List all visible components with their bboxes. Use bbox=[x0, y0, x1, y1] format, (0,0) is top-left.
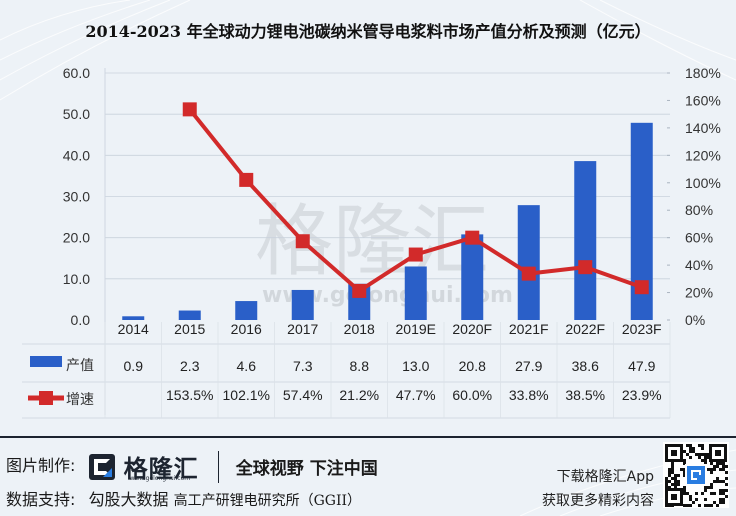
growth-marker[interactable] bbox=[634, 280, 649, 295]
table-cell: 2.3 bbox=[180, 358, 200, 374]
download-app-text: 下载格隆汇App bbox=[556, 469, 654, 485]
more-content-text: 获取更多精彩内容 bbox=[542, 493, 654, 509]
category-label: 2020F bbox=[452, 321, 492, 337]
footer-credit-row: 图片制作: 格隆汇 www.gelonghui.com 全球视野 下注中国 bbox=[6, 449, 378, 484]
table-cell: 47.9 bbox=[628, 358, 655, 374]
made-by-label: 图片制作: bbox=[6, 456, 76, 475]
table-cell: 38.5% bbox=[565, 387, 605, 403]
left-axis-tick: 50.0 bbox=[63, 106, 90, 122]
growth-marker[interactable] bbox=[239, 172, 254, 187]
table-cell: 33.8% bbox=[509, 387, 549, 403]
growth-marker[interactable] bbox=[408, 247, 423, 262]
left-axis-tick: 40.0 bbox=[63, 147, 90, 163]
category-label: 2019E bbox=[396, 321, 436, 337]
right-axis-tick: 0% bbox=[685, 312, 705, 328]
legend-bar-swatch-icon bbox=[30, 356, 62, 367]
table-cell: 21.2% bbox=[339, 387, 379, 403]
legend-label-growth: 增速 bbox=[66, 392, 94, 408]
bar-2020F[interactable] bbox=[461, 234, 484, 320]
right-axis-tick: 180% bbox=[685, 65, 721, 81]
bar-2015[interactable] bbox=[178, 310, 201, 320]
right-axis-tick: 100% bbox=[685, 175, 721, 191]
left-axis-tick: 60.0 bbox=[63, 65, 90, 81]
growth-marker[interactable] bbox=[295, 234, 310, 249]
slogan: 全球视野 下注中国 bbox=[235, 459, 378, 479]
category-label: 2018 bbox=[344, 321, 375, 337]
bar-2021F[interactable] bbox=[517, 205, 540, 320]
chart-title: 2014-2023 年全球动力锂电池碳纳米管导电浆料市场产值分析及预测（亿元） bbox=[85, 22, 651, 41]
bar-2019E[interactable] bbox=[404, 266, 427, 320]
left-axis-tick: 10.0 bbox=[63, 271, 90, 287]
category-label: 2021F bbox=[509, 321, 549, 337]
table-cell: 102.1% bbox=[223, 387, 270, 403]
right-axis-tick: 20% bbox=[685, 285, 713, 301]
brand-url: www.gelonghui.com bbox=[129, 475, 191, 482]
data-support-label: 数据支持: bbox=[6, 490, 76, 509]
category-label: 2023F bbox=[622, 321, 662, 337]
footer-source-row: 数据支持: 勾股大数据 高工产研锂电研究所（GGII） bbox=[6, 486, 361, 510]
right-axis-tick: 40% bbox=[685, 257, 713, 273]
legend-marker-icon bbox=[39, 391, 53, 405]
table-cell: 8.8 bbox=[350, 358, 370, 374]
right-axis-tick: 60% bbox=[685, 230, 713, 246]
category-label: 2017 bbox=[287, 321, 318, 337]
table-cell: 47.7% bbox=[396, 387, 436, 403]
table-cell: 57.4% bbox=[283, 387, 323, 403]
growth-marker[interactable] bbox=[352, 283, 367, 298]
data-source-1: 勾股大数据 bbox=[88, 490, 169, 509]
table-cell: 13.0 bbox=[402, 358, 429, 374]
table-cell: 0.9 bbox=[124, 358, 144, 374]
table-cell: 27.9 bbox=[515, 358, 542, 374]
category-label: 2022F bbox=[565, 321, 605, 337]
bar-2023F[interactable] bbox=[630, 122, 653, 320]
brand-name: 格隆汇 www.gelonghui.com bbox=[123, 455, 199, 483]
watermark-text: 格隆汇 bbox=[255, 197, 489, 287]
right-axis-tick: 120% bbox=[685, 147, 721, 163]
gelonghui-logo-icon bbox=[88, 453, 115, 480]
right-axis-tick: 80% bbox=[685, 202, 713, 218]
bar-2017[interactable] bbox=[291, 289, 314, 320]
table-cell: 4.6 bbox=[237, 358, 257, 374]
growth-marker[interactable] bbox=[578, 260, 593, 275]
bar-2014[interactable] bbox=[122, 316, 145, 320]
table-cell: 153.5% bbox=[166, 387, 213, 403]
right-axis-tick: 160% bbox=[685, 92, 721, 108]
right-axis-tick: 140% bbox=[685, 120, 721, 136]
table-cell: 38.6 bbox=[572, 358, 599, 374]
category-label: 2014 bbox=[118, 321, 149, 337]
left-axis-tick: 20.0 bbox=[63, 230, 90, 246]
category-label: 2015 bbox=[174, 321, 205, 337]
growth-marker[interactable] bbox=[521, 266, 536, 281]
category-label: 2016 bbox=[231, 321, 262, 337]
left-axis-tick: 30.0 bbox=[63, 189, 90, 205]
growth-marker[interactable] bbox=[465, 230, 480, 245]
table-cell: 20.8 bbox=[459, 358, 486, 374]
vertical-separator bbox=[217, 450, 219, 483]
legend-label-output: 产值 bbox=[66, 358, 94, 374]
growth-marker[interactable] bbox=[182, 102, 197, 117]
bar-2016[interactable] bbox=[235, 301, 258, 320]
bar-2022F[interactable] bbox=[574, 161, 597, 320]
table-cell: 23.9% bbox=[622, 387, 662, 403]
table-cell: 7.3 bbox=[293, 358, 313, 374]
left-axis-tick: 0.0 bbox=[71, 312, 91, 328]
qr-code-icon[interactable] bbox=[663, 442, 729, 508]
chart-area: 格隆汇www.gelonghui.com0.010.020.030.040.05… bbox=[22, 65, 721, 419]
table-cell: 60.0% bbox=[452, 387, 492, 403]
footer-divider bbox=[0, 436, 736, 438]
data-source-2: 高工产研锂电研究所（GGII） bbox=[173, 493, 362, 509]
